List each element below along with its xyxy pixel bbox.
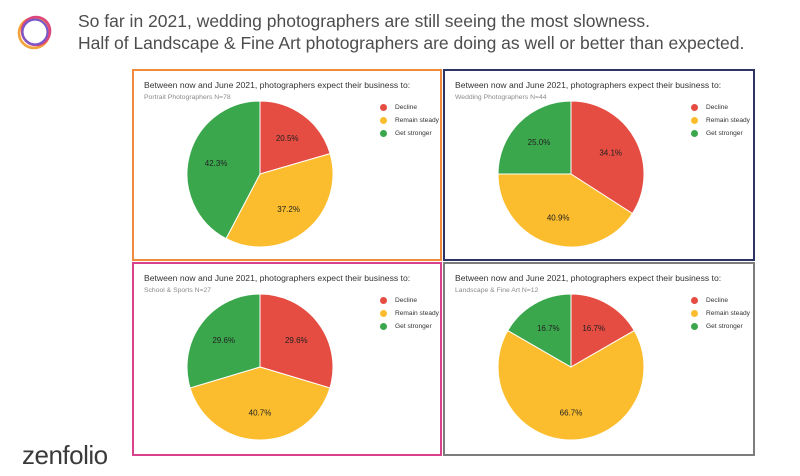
headline-line-1: So far in 2021, wedding photographers ar… <box>78 11 650 31</box>
legend-item-remain-steady: Remain steady <box>691 117 750 124</box>
legend-swatch-get-stronger <box>380 130 387 137</box>
pie-data-label-decline: 29.6% <box>285 336 308 345</box>
legend-label-get-stronger: Get stronger <box>706 130 743 137</box>
headline-line-2: Half of Landscape & Fine Art photographe… <box>78 33 745 53</box>
legend-label-remain-steady: Remain steady <box>706 117 750 124</box>
pie-slice-remain-steady <box>497 329 645 441</box>
chart-panel-school-sports: Between now and June 2021, photographers… <box>132 262 442 456</box>
legend-label-remain-steady: Remain steady <box>395 310 439 317</box>
pie-chart: 29.6% 40.7% 29.6% <box>186 293 334 441</box>
chart-panel-portrait: Between now and June 2021, photographers… <box>132 69 442 261</box>
pie-data-label-remain-steady: 66.7% <box>560 408 583 417</box>
chart-title: Between now and June 2021, photographers… <box>455 80 722 90</box>
brand-wordmark: zenfolio <box>22 440 108 470</box>
pie-data-label-remain-steady: 40.9% <box>547 213 570 222</box>
chart-title: Between now and June 2021, photographers… <box>144 273 411 283</box>
pie-slice-remain-steady <box>189 366 331 441</box>
legend-item-decline: Decline <box>691 297 728 304</box>
pie-chart: 20.5% 37.2% 42.3% <box>186 100 334 248</box>
legend-swatch-get-stronger <box>691 323 698 330</box>
legend-label-remain-steady: Remain steady <box>706 310 750 317</box>
pie-slice-get-stronger <box>507 293 572 368</box>
chart-subtitle: Landscape & Fine Art N=12 <box>455 287 539 294</box>
chart-subtitle: School & Sports N=27 <box>144 287 212 294</box>
pie-slice-remain-steady <box>497 173 634 248</box>
pie-data-label-decline: 20.5% <box>276 134 299 143</box>
legend-swatch-get-stronger <box>691 130 698 137</box>
legend-item-remain-steady: Remain steady <box>691 310 750 317</box>
legend-swatch-decline <box>691 297 698 304</box>
legend-swatch-remain-steady <box>691 310 698 317</box>
pie-data-label-remain-steady: 40.7% <box>249 408 272 417</box>
legend-label-get-stronger: Get stronger <box>395 130 432 137</box>
legend-label-remain-steady: Remain steady <box>395 117 439 124</box>
legend-swatch-remain-steady <box>380 117 387 124</box>
legend-swatch-remain-steady <box>380 310 387 317</box>
pie-slice-decline <box>259 293 334 389</box>
chart-subtitle: Wedding Photographers N=44 <box>455 94 547 101</box>
pie-slice-get-stronger <box>497 100 572 175</box>
chart-panel-landscape-fine-art: Between now and June 2021, photographers… <box>443 262 755 456</box>
pie-data-label-get-stronger: 42.3% <box>205 159 228 168</box>
pie-data-label-remain-steady: 37.2% <box>277 205 300 214</box>
legend-swatch-decline <box>691 104 698 111</box>
headline: So far in 2021, wedding photographers ar… <box>78 10 793 54</box>
pie-chart: 16.7% 66.7% 16.7% <box>497 293 645 441</box>
pie-data-label-decline: 16.7% <box>582 324 605 333</box>
pie-data-label-decline: 34.1% <box>599 148 622 157</box>
legend-item-decline: Decline <box>380 104 417 111</box>
pie-slice-decline <box>570 293 635 368</box>
legend-swatch-decline <box>380 297 387 304</box>
pie-slice-remain-steady <box>225 153 334 248</box>
legend-label-decline: Decline <box>395 297 417 304</box>
pie-data-label-get-stronger: 29.6% <box>212 336 235 345</box>
pie-slice-get-stronger <box>186 293 261 389</box>
legend-item-remain-steady: Remain steady <box>380 310 439 317</box>
pie-data-label-get-stronger: 25.0% <box>528 138 551 147</box>
legend-item-remain-steady: Remain steady <box>380 117 439 124</box>
legend-label-get-stronger: Get stronger <box>706 323 743 330</box>
legend-swatch-get-stronger <box>380 323 387 330</box>
legend-item-get-stronger: Get stronger <box>691 130 743 137</box>
legend-item-decline: Decline <box>380 297 417 304</box>
pie-slice-get-stronger <box>186 100 261 240</box>
legend-label-decline: Decline <box>706 104 728 111</box>
legend-item-get-stronger: Get stronger <box>380 323 432 330</box>
legend-item-get-stronger: Get stronger <box>380 130 432 137</box>
pie-slice-decline <box>259 100 331 175</box>
chart-title: Between now and June 2021, photographers… <box>455 273 722 283</box>
brand-logo-rings <box>17 15 52 50</box>
legend-item-get-stronger: Get stronger <box>691 323 743 330</box>
legend-label-decline: Decline <box>395 104 417 111</box>
chart-title: Between now and June 2021, photographers… <box>144 80 411 90</box>
chart-panel-wedding: Between now and June 2021, photographers… <box>443 69 755 261</box>
pie-chart: 34.1% 40.9% 25.0% <box>497 100 645 248</box>
legend-swatch-remain-steady <box>691 117 698 124</box>
legend-item-decline: Decline <box>691 104 728 111</box>
logo-ring-purple <box>21 18 49 46</box>
legend-swatch-decline <box>380 104 387 111</box>
chart-subtitle: Portrait Photographers N=78 <box>144 94 231 101</box>
legend-label-get-stronger: Get stronger <box>395 323 432 330</box>
pie-data-label-get-stronger: 16.7% <box>537 324 560 333</box>
legend-label-decline: Decline <box>706 297 728 304</box>
